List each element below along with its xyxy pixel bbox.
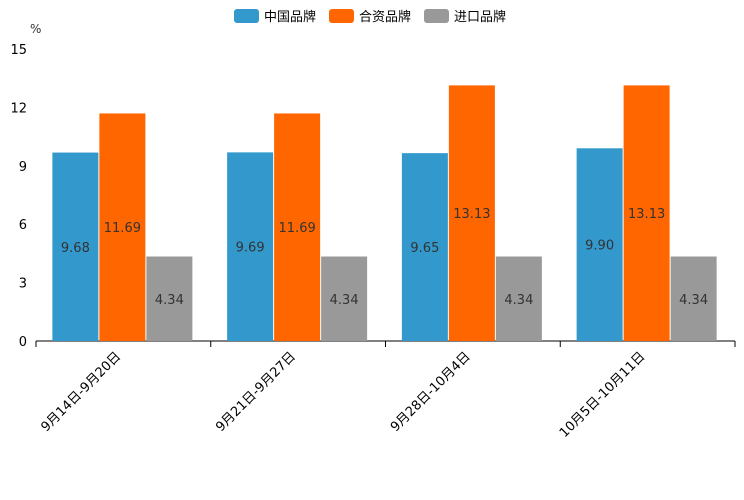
x-category-label: 10月5日-10月11日 [557, 349, 649, 441]
bar [623, 85, 670, 341]
x-category-label: 9月21日-9月27日 [213, 349, 299, 435]
x-category-label: 9月28日-10月4日 [388, 349, 474, 435]
bar [670, 256, 717, 341]
y-tick-label: 0 [19, 335, 27, 350]
legend: 中国品牌 合资品牌 进口品牌 [234, 9, 506, 25]
bar [52, 152, 99, 341]
y-tick-label: 6 [19, 218, 27, 233]
bar [146, 256, 193, 341]
bar-value-label: 9.90 [585, 239, 614, 254]
legend-swatch [424, 9, 449, 23]
bar [99, 113, 146, 342]
bar-value-label: 9.68 [61, 241, 90, 256]
legend-swatch [234, 9, 259, 23]
legend-label: 中国品牌 [264, 9, 316, 25]
x-category-label: 9月14日-9月20日 [38, 349, 124, 435]
bar [448, 85, 495, 341]
bar [495, 256, 542, 341]
bar-value-label: 9.69 [236, 241, 265, 256]
y-tick-label: 15 [10, 43, 27, 58]
y-tick-label: 12 [10, 101, 27, 116]
bar-value-label: 11.69 [104, 221, 141, 236]
legend-label: 合资品牌 [359, 9, 411, 25]
legend-swatch [329, 9, 354, 23]
bar-value-label: 4.34 [504, 293, 533, 308]
bar [274, 113, 321, 342]
bar-value-label: 11.69 [279, 221, 316, 236]
bar-value-label: 4.34 [679, 293, 708, 308]
bar-value-label: 4.34 [155, 293, 184, 308]
y-axis-unit-label: % [30, 22, 41, 36]
bar [321, 256, 368, 341]
bar-value-label: 13.13 [453, 207, 490, 222]
bar [227, 152, 274, 341]
bar [401, 153, 448, 341]
bar [576, 148, 623, 341]
bar-value-label: 4.34 [330, 293, 359, 308]
x-axis: 9月14日-9月20日 9月21日-9月27日 9月28日-10月4日 10月5日-1… [35, 341, 736, 441]
y-tick-label: 9 [19, 160, 27, 175]
legend-label: 进口品牌 [454, 9, 506, 25]
bar-value-label: 9.65 [410, 241, 439, 256]
y-tick-label: 3 [19, 277, 27, 292]
bars: 9.68 11.69 4.34 9.69 11.69 4.34 9.65 13.13 4.34 9… [52, 85, 717, 342]
bar-value-label: 13.13 [628, 207, 665, 222]
